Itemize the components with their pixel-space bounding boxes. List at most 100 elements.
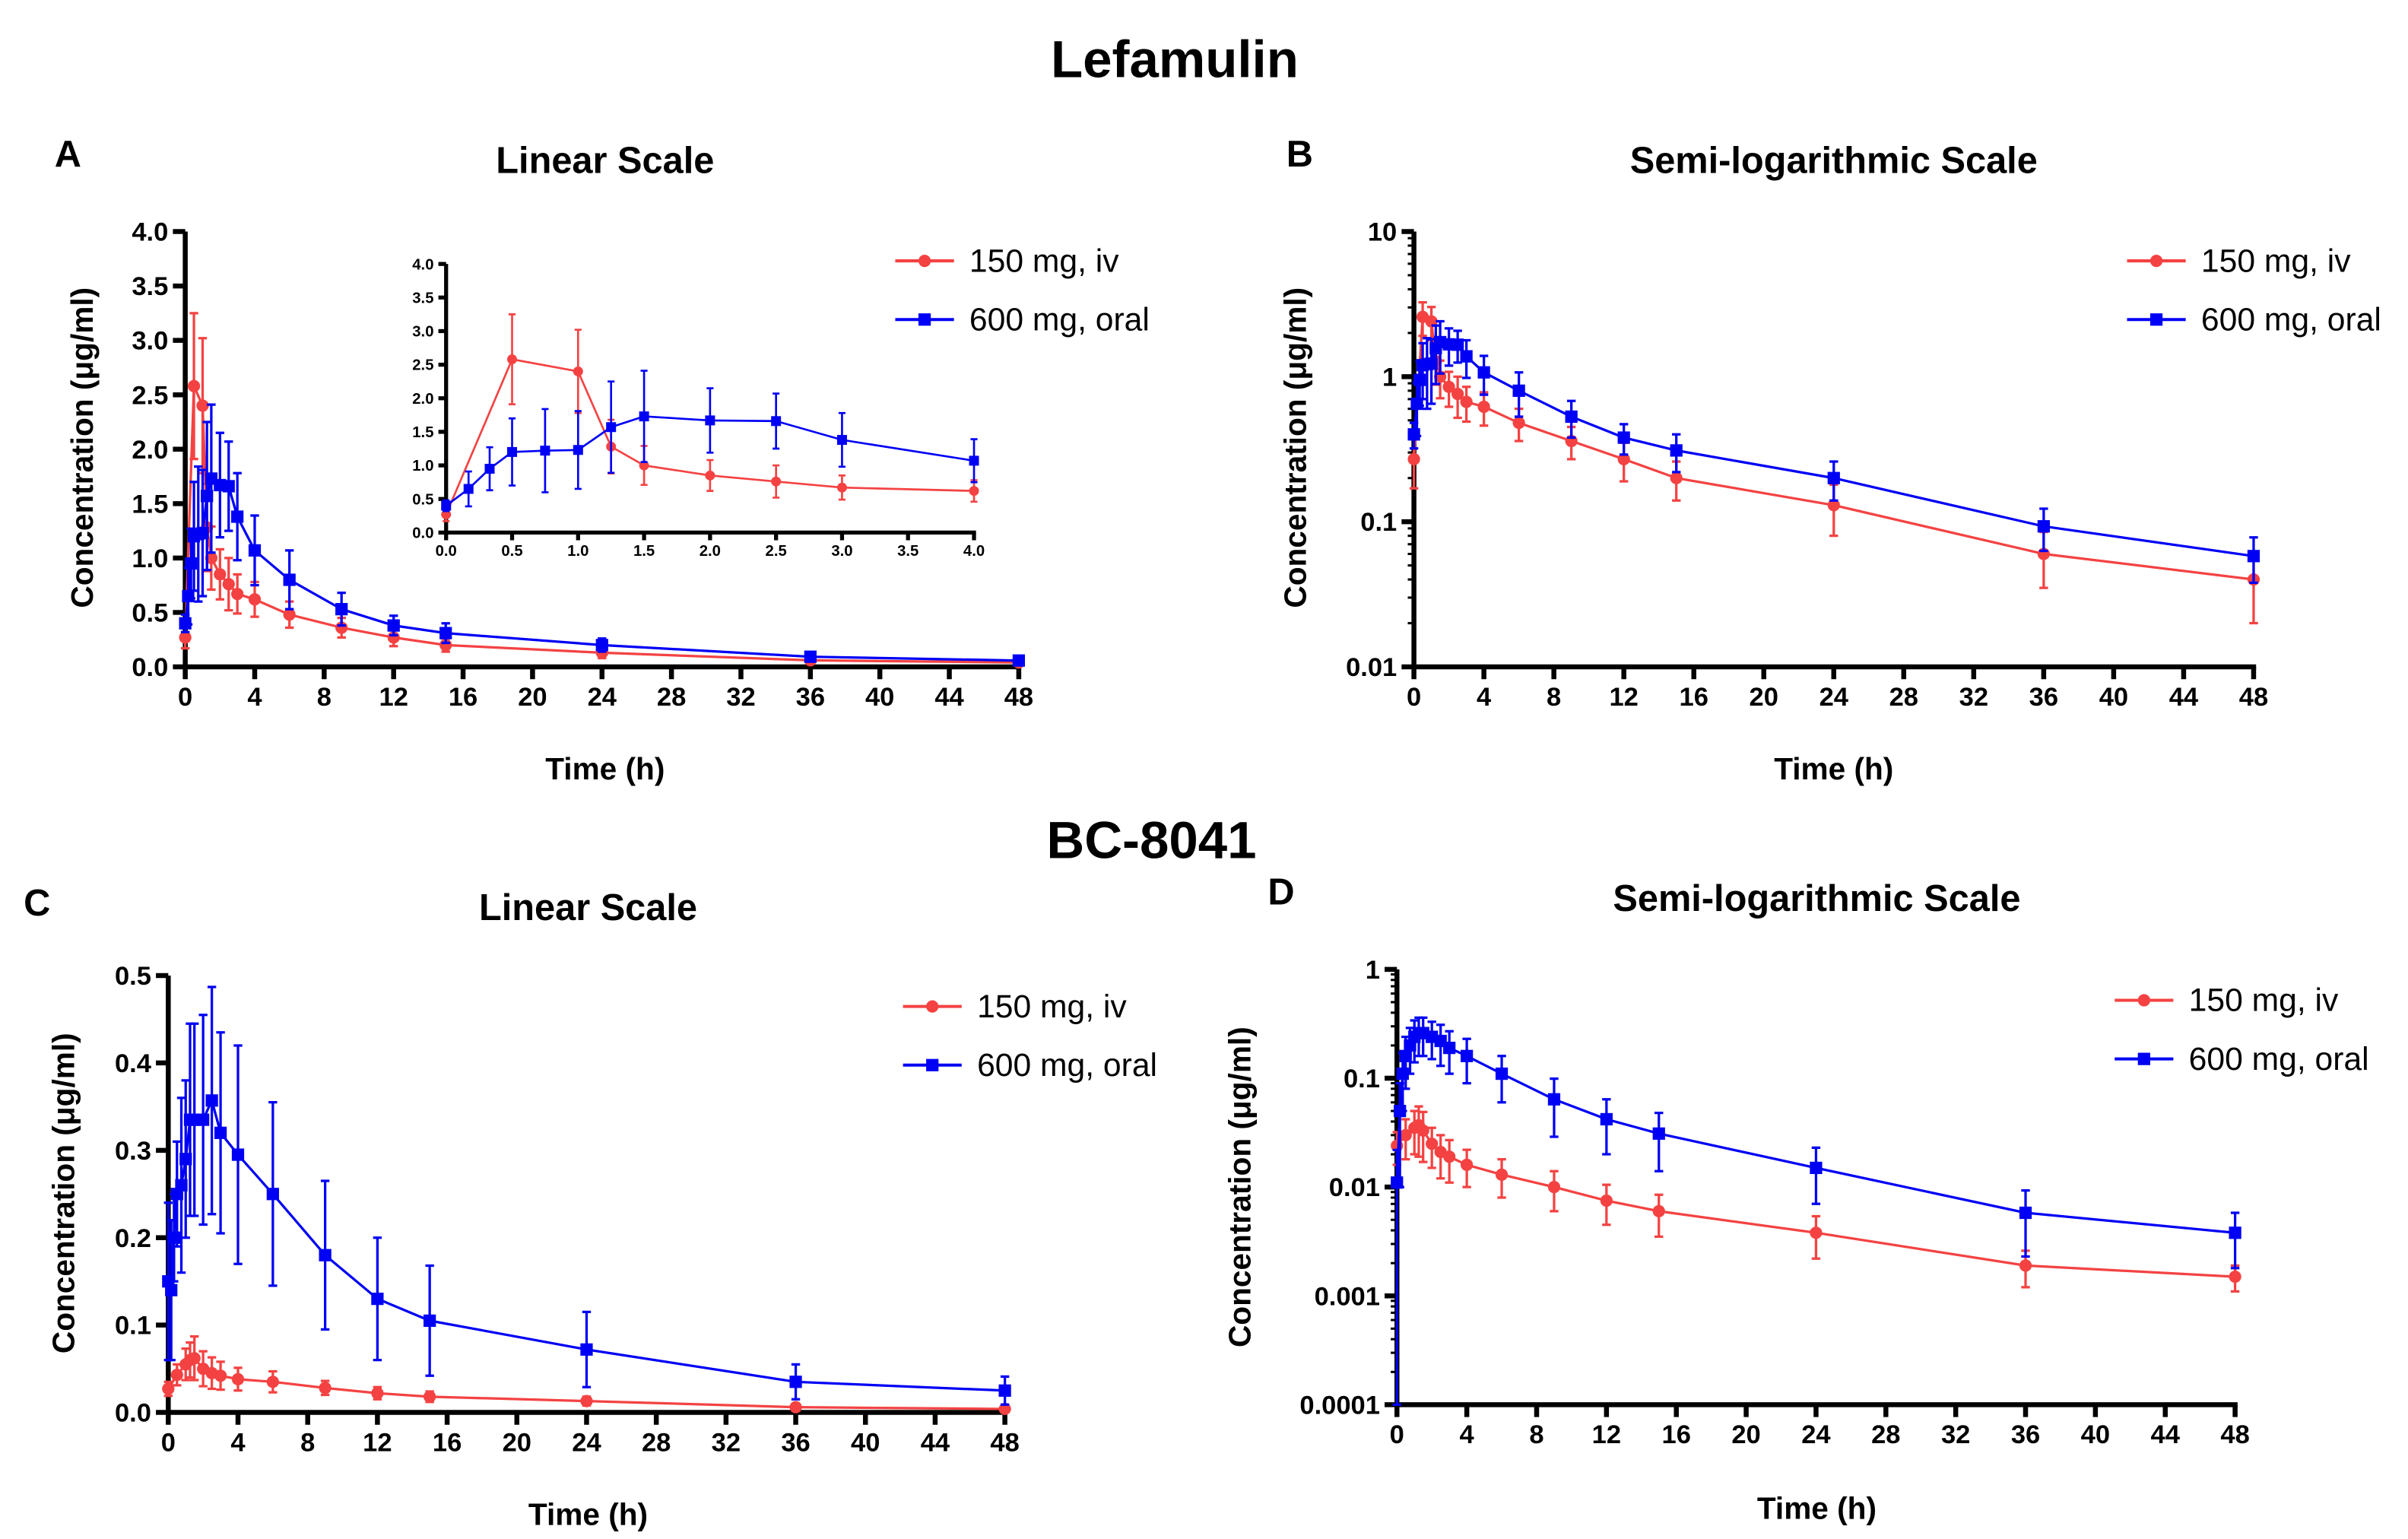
data-point: [179, 631, 192, 644]
data-point: [2019, 1259, 2032, 1272]
data-point: [188, 1352, 201, 1365]
y-tick-label: 2.5: [412, 357, 433, 374]
data-point: [1670, 471, 1683, 484]
x-tick-label: 20: [1731, 1420, 1760, 1449]
series-line: [184, 476, 1019, 662]
x-tick-label: 40: [851, 1428, 880, 1457]
data-point: [1399, 1049, 1412, 1062]
x-axis-label: Time (h): [545, 751, 665, 786]
data-point: [231, 1148, 245, 1161]
x-tick-label: 4: [247, 683, 262, 712]
legend-marker: [2149, 313, 2163, 326]
series-line: [184, 386, 1019, 664]
y-tick-label: 0.0001: [1299, 1391, 1380, 1420]
data-point: [170, 1369, 183, 1382]
x-tick-label: 36: [2011, 1420, 2040, 1449]
x-tick-label: 28: [1889, 683, 1918, 712]
legend-marker: [2149, 254, 2163, 268]
x-tick-label: 0: [1390, 1420, 1404, 1449]
legend-marker: [2137, 994, 2150, 1007]
data-point: [214, 1126, 227, 1139]
data-point: [789, 1376, 802, 1388]
panel-B: B Semi-logarithmic Scale Time (h) Concentra…: [1277, 134, 2381, 786]
data-point: [231, 510, 244, 523]
y-axis-label: Concentration (μg/ml): [1277, 287, 1312, 608]
x-tick-label: 32: [712, 1428, 741, 1457]
x-tick-label: 1.5: [633, 543, 655, 560]
error-bar: [1655, 1112, 1664, 1172]
legend-item-oral: 600 mg, oral: [903, 1047, 1157, 1084]
x-tick-label: 28: [1871, 1420, 1900, 1449]
x-tick-label: 12: [1609, 683, 1638, 712]
legend-marker: [918, 313, 931, 326]
legend-marker: [918, 254, 931, 268]
error-bar: [1419, 1110, 1428, 1163]
data-point: [1565, 410, 1578, 424]
y-tick-label: 0.3: [115, 1137, 151, 1166]
x-tick-label: 48: [990, 1428, 1019, 1457]
x-tick-label: 2.5: [766, 543, 787, 560]
data-point: [1461, 1158, 1474, 1172]
legend-item-iv: 150 mg, iv: [903, 988, 1127, 1025]
data-point: [266, 1376, 279, 1388]
x-tick-label: 28: [642, 1428, 671, 1457]
y-tick-label: 0.5: [115, 962, 151, 991]
x-tick-label: 24: [1801, 1420, 1830, 1449]
x-tick-label: 44: [934, 683, 963, 712]
y-tick-label: 1.0: [132, 544, 168, 573]
data-point: [836, 435, 847, 446]
data-point: [231, 587, 244, 601]
error-bar: [1431, 324, 1441, 386]
y-tick-label: 3.5: [132, 272, 168, 301]
data-point: [1399, 1128, 1412, 1141]
legend-marker: [926, 1000, 939, 1013]
chart-title: Linear Scale: [496, 140, 714, 181]
x-tick-label: 3.0: [831, 543, 852, 560]
data-point: [1451, 338, 1464, 351]
data-point: [1012, 654, 1026, 667]
error-bar: [1602, 1098, 1611, 1156]
x-tick-label: 8: [317, 683, 332, 712]
y-tick-label: 0.0: [115, 1399, 151, 1428]
y-tick-label: 0.001: [1315, 1282, 1380, 1311]
data-point: [1407, 452, 1420, 465]
data-point: [371, 1387, 384, 1400]
data-point: [463, 484, 474, 494]
data-point: [1394, 1104, 1407, 1118]
data-point: [222, 578, 235, 591]
y-tick-label: 4.0: [412, 256, 433, 273]
x-tick-label: 16: [1662, 1420, 1691, 1449]
data-point: [248, 544, 262, 557]
x-tick-label: 12: [363, 1428, 392, 1457]
y-tick-label: 0.1: [1344, 1065, 1380, 1093]
data-point: [1495, 1067, 1509, 1080]
y-tick-label: 0.5: [132, 599, 168, 628]
chart-title: Linear Scale: [479, 887, 697, 928]
data-point: [573, 366, 583, 376]
legend-label: 600 mg, oral: [969, 301, 1150, 338]
data-point: [705, 415, 715, 426]
chart-title: Semi-logarithmic Scale: [1630, 140, 2038, 181]
data-point: [998, 1384, 1011, 1397]
data-point: [439, 627, 452, 639]
x-tick-label: 8: [300, 1428, 315, 1457]
data-point: [214, 568, 227, 581]
data-point: [836, 482, 847, 493]
data-point: [789, 1401, 802, 1414]
x-tick-label: 8: [1529, 1420, 1543, 1449]
y-tick-label: 0.1: [1360, 508, 1397, 537]
series-iv: [162, 1334, 1011, 1416]
series-oral: [179, 403, 1026, 667]
x-tick-label: 40: [865, 683, 894, 712]
series-oral: [441, 370, 979, 512]
data-point: [201, 490, 214, 503]
data-point: [1460, 350, 1473, 363]
x-tick-label: 0: [161, 1428, 176, 1457]
y-tick-label: 0.0: [412, 525, 433, 541]
data-point: [222, 480, 235, 493]
data-point: [1410, 397, 1423, 411]
data-point: [1461, 1049, 1474, 1062]
data-point: [1617, 452, 1630, 465]
panel-letter: C: [24, 883, 50, 924]
